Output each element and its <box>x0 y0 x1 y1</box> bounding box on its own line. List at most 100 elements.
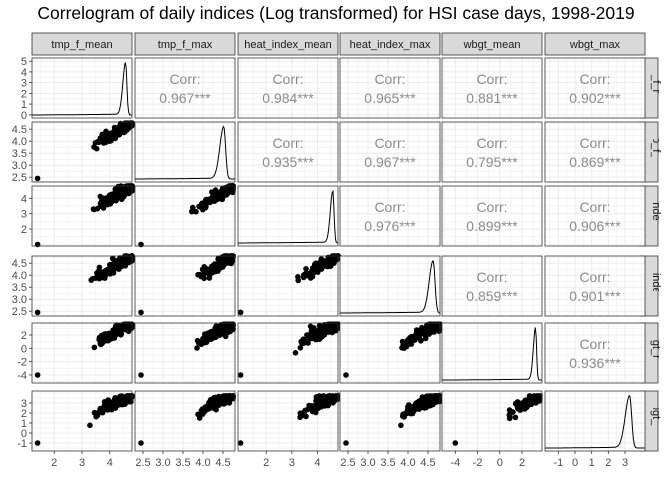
scatter-point <box>138 241 144 248</box>
panel-background <box>545 186 645 246</box>
scatter-point <box>215 330 222 337</box>
panel-border <box>237 57 339 119</box>
scatter-point <box>311 332 317 339</box>
x-tick-label: -1 <box>553 457 563 469</box>
scatter-point <box>99 340 106 346</box>
density-curve <box>545 394 645 449</box>
panel-border <box>339 185 441 247</box>
panel-border <box>134 255 236 317</box>
corr-value: 0.906*** <box>569 218 621 234</box>
y-tick-label: 3.0 <box>12 160 27 172</box>
panel-background <box>340 122 440 182</box>
panel-border <box>441 390 543 452</box>
panel-border <box>441 322 543 384</box>
scatter-point <box>219 261 226 268</box>
panel-border <box>31 57 133 119</box>
x-tick-label: 2 <box>519 457 525 469</box>
scatter-point <box>215 401 221 408</box>
y-tick-label: 2 <box>21 408 27 420</box>
scatter-point <box>422 395 429 402</box>
density-curve <box>442 327 542 381</box>
scatter-point <box>229 324 236 331</box>
scatter-point <box>102 275 108 281</box>
y-tick-label: 2 <box>21 224 27 236</box>
column-strip-tmp_f_max <box>134 32 236 56</box>
scatter-point <box>207 336 213 342</box>
scatter-point <box>401 345 407 352</box>
panel-r4-c5: Corr: 0.936*** <box>544 322 646 384</box>
panel-r1-c5: Corr: 0.869*** <box>544 121 646 183</box>
panel-border <box>544 57 646 119</box>
scatter-point <box>110 270 117 276</box>
scatter-point <box>310 268 316 275</box>
y-tick-label: 0 <box>21 343 27 355</box>
column-strip-label: wbgt_mean <box>463 39 521 51</box>
panel-border <box>441 185 543 247</box>
scatter-point <box>107 198 114 204</box>
chart-title: Correlogram of daily indices (Log transf… <box>37 3 635 23</box>
density-curve <box>32 62 132 116</box>
panel-r1-c4: Corr: 0.795*** <box>441 121 543 183</box>
panel-r3-c3 <box>339 255 441 317</box>
scatter-point <box>327 257 334 263</box>
panel-background <box>442 122 542 182</box>
panel-border <box>31 255 133 317</box>
scatter-point <box>417 400 423 406</box>
scatter-point <box>97 135 104 141</box>
panel-r0-c3: Corr: 0.965*** <box>339 57 441 119</box>
scatter-point <box>405 404 411 410</box>
row-strip-label: mp_f_mean <box>650 59 662 117</box>
scatter-point <box>509 409 515 415</box>
scatter-point <box>297 414 303 421</box>
panel-border <box>544 322 646 384</box>
panel-border <box>544 390 646 452</box>
scatter-point <box>328 323 335 330</box>
scatter-point <box>418 338 424 344</box>
corr-label: Corr: <box>579 135 610 151</box>
scatter-point <box>91 206 97 213</box>
panel-background <box>238 186 338 246</box>
scatter-point <box>221 398 228 404</box>
scatter-point <box>237 372 244 378</box>
x-tick-label: 3 <box>289 457 295 469</box>
panel-r4-c3 <box>339 321 443 384</box>
y-tick-label: 0 <box>21 428 27 440</box>
panel-border <box>339 121 441 183</box>
y-tick-label: 2.5 <box>12 172 27 184</box>
panel-border <box>237 390 339 452</box>
scatter-point <box>311 408 317 414</box>
scatter-point <box>100 205 107 211</box>
panel-r4-c1 <box>134 321 236 384</box>
scatter-point <box>309 273 316 280</box>
scatter-point <box>519 406 525 412</box>
corr-value: 0.976*** <box>364 218 416 234</box>
scatter-point <box>306 402 312 409</box>
y-tick-label: 4 <box>21 193 27 205</box>
scatter-point <box>110 192 117 199</box>
scatter-point <box>117 394 124 400</box>
panel-border <box>134 121 236 183</box>
corr-label: Corr: <box>272 71 303 87</box>
panel-background <box>442 256 542 316</box>
column-strip-label: tmp_f_max <box>158 39 213 51</box>
y-tick-label: 3 <box>21 398 27 410</box>
corr-label: Corr: <box>476 71 507 87</box>
column-strip-heat_index_max <box>339 32 441 56</box>
scatter-point <box>210 398 216 405</box>
row-strip-label: t_index_m <box>650 191 662 242</box>
y-tick-label: 5 <box>21 56 27 68</box>
scatter-point <box>34 309 41 316</box>
y-tick-label: 3 <box>21 78 27 90</box>
scatter-point <box>99 405 106 412</box>
panel-border <box>134 57 236 119</box>
corr-label: Corr: <box>476 199 507 215</box>
scatter-point <box>407 338 413 345</box>
scatter-point <box>128 255 134 262</box>
panel-r1-c0 <box>31 120 135 183</box>
panel-background <box>135 122 235 182</box>
scatter-point <box>295 274 301 280</box>
y-tick-label: 4.5 <box>12 124 27 136</box>
panel-r0-c5: Corr: 0.902*** <box>544 57 646 119</box>
scatter-point <box>120 123 126 129</box>
panel-r2-c4: Corr: 0.899*** <box>441 185 543 247</box>
